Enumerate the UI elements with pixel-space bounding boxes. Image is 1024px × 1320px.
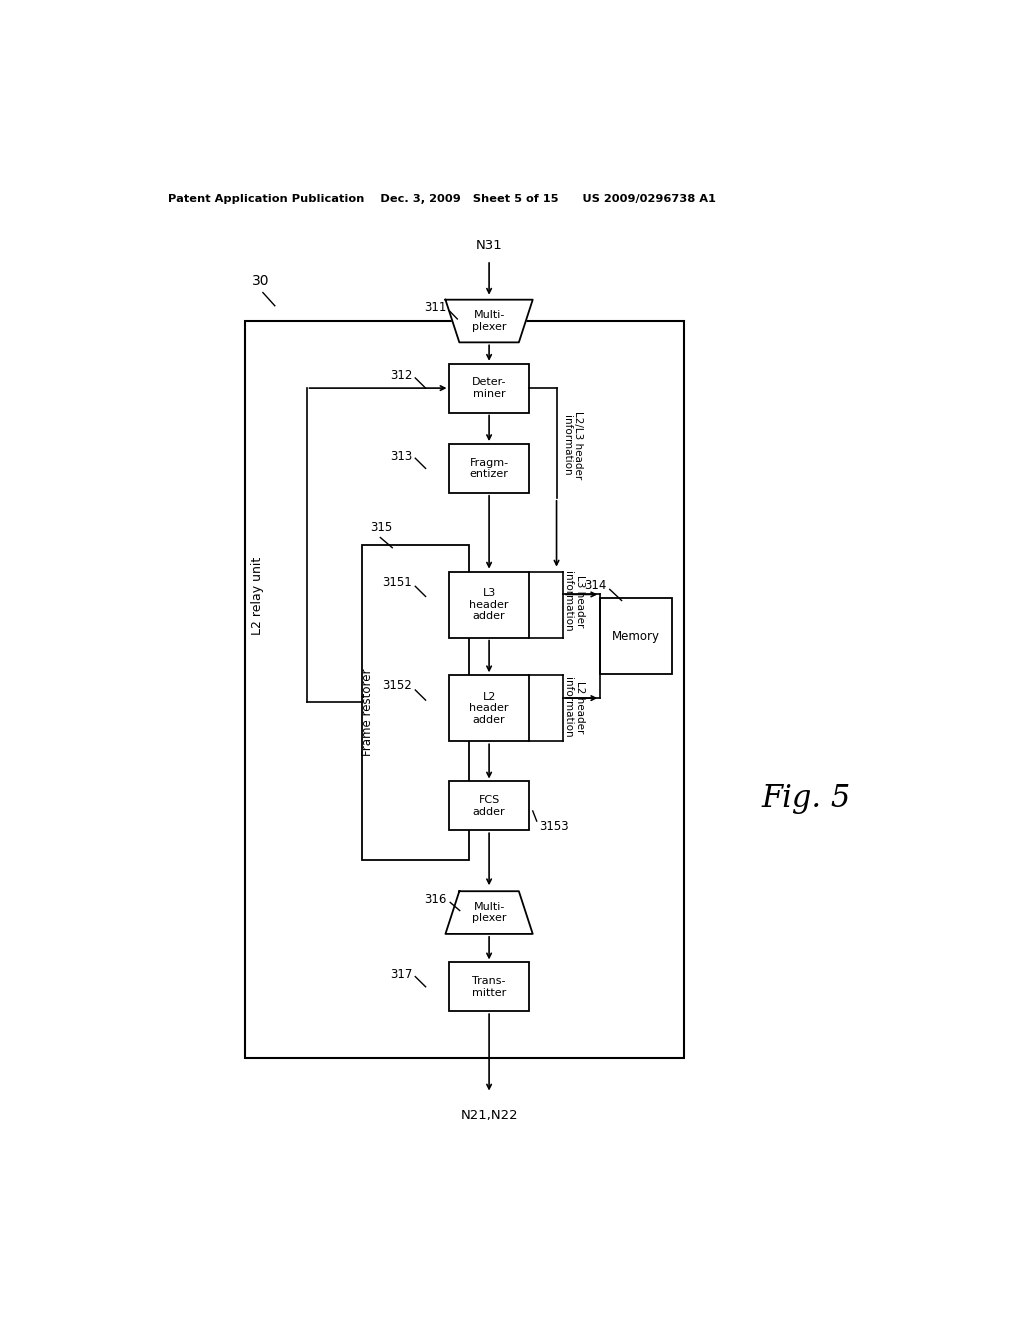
Text: 311: 311 [425,301,447,314]
Text: 3152: 3152 [382,680,412,693]
Text: Memory: Memory [612,630,659,643]
Text: 312: 312 [390,370,412,383]
Text: 3151: 3151 [382,576,412,589]
Bar [450,572,528,638]
Text: 317: 317 [390,968,412,981]
Bar [450,444,528,492]
Text: 30: 30 [252,275,269,289]
Bar [362,545,469,859]
Text: L2/L3 header
information: L2/L3 header information [561,411,584,479]
Text: Frame restorer: Frame restorer [361,669,374,756]
Text: N21,N22: N21,N22 [460,1109,518,1122]
Text: L2 relay unit: L2 relay unit [251,556,264,635]
Polygon shape [445,891,532,935]
Text: 315: 315 [370,521,392,535]
Bar [450,676,528,742]
Polygon shape [445,300,532,342]
Text: L3 header
information: L3 header information [563,572,585,632]
Bar [450,962,528,1011]
Text: 314: 314 [584,578,606,591]
Text: Multi-
plexer: Multi- plexer [472,310,506,331]
Text: Multi-
plexer: Multi- plexer [472,902,506,924]
Bar [450,364,528,412]
Text: Deter-
miner: Deter- miner [472,378,506,399]
Bar [600,598,672,675]
Text: Trans-
mitter: Trans- mitter [472,975,506,998]
Bar [246,321,684,1057]
Text: Fragm-
entizer: Fragm- entizer [470,458,509,479]
Text: FCS
adder: FCS adder [473,795,506,817]
Text: L2
header
adder: L2 header adder [469,692,509,725]
Text: Fig. 5: Fig. 5 [762,783,851,814]
Text: Patent Application Publication    Dec. 3, 2009   Sheet 5 of 15      US 2009/0296: Patent Application Publication Dec. 3, 2… [168,194,716,205]
Text: 313: 313 [390,450,412,463]
Text: L3
header
adder: L3 header adder [469,587,509,622]
Text: L2 header
information: L2 header information [563,677,585,738]
Text: 316: 316 [425,892,447,906]
Text: N31: N31 [476,239,503,252]
Bar [450,781,528,830]
Text: 3153: 3153 [539,820,568,833]
